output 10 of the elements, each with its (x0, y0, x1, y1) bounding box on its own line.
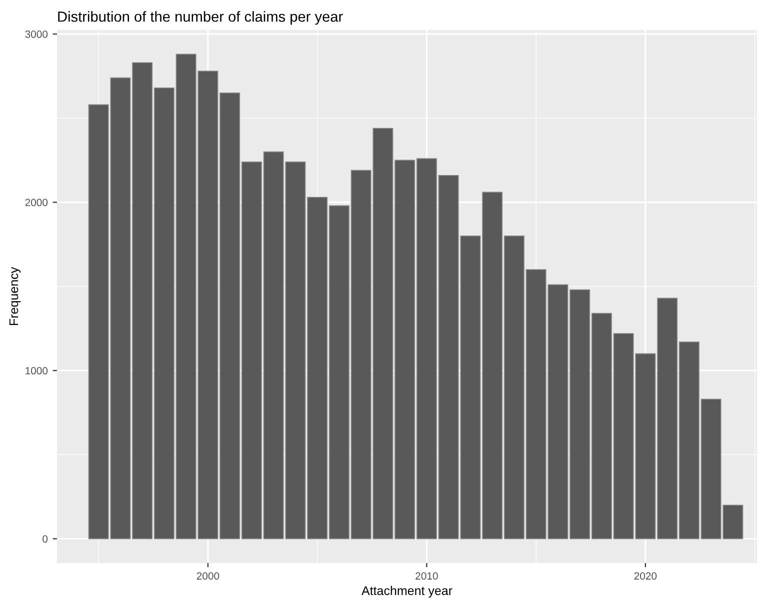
y-tick-label: 2000 (25, 198, 48, 206)
x-axis-title: Attachment year (362, 586, 452, 598)
y-tick-label: 1000 (26, 367, 48, 374)
y-tick-label: 0 (42, 535, 48, 543)
chart-title: Distribution of the number of claims per year (58, 11, 343, 25)
x-tick-label: 2000 (196, 572, 220, 580)
y-tick-label: 3000 (25, 30, 48, 38)
x-tick-label: 2020 (634, 572, 657, 580)
y-axis-title: Frequency (9, 266, 21, 325)
x-tick-label: 2010 (416, 572, 438, 580)
